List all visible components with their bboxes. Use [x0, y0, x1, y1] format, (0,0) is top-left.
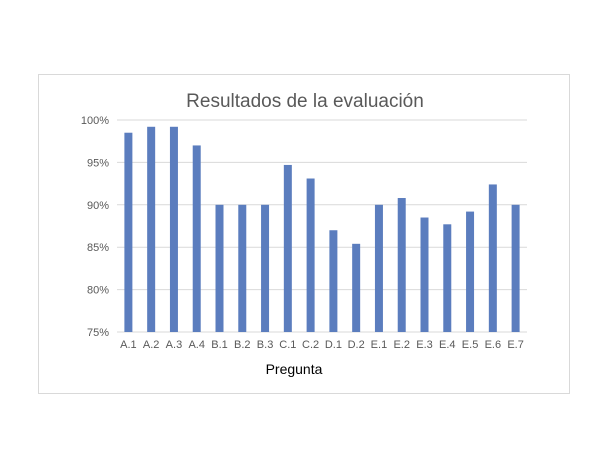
x-tick-label: C.1 — [279, 339, 296, 351]
bar-c-2 — [306, 178, 315, 332]
y-axis-ticks: 75% 80% 85% 90% 95% 100% — [81, 115, 109, 339]
bar-d-1 — [329, 230, 338, 332]
x-tick-label: B.1 — [211, 339, 228, 351]
x-tick-label: E.7 — [507, 339, 524, 351]
chart-title: Resultados de la evaluación — [186, 91, 424, 112]
bar-e-3 — [420, 217, 429, 332]
y-tick-label: 75% — [87, 327, 109, 339]
x-axis-title: Pregunta — [266, 361, 323, 377]
bar-chart: Resultados de la evaluación 75% 80% 85% 90%… — [81, 91, 527, 377]
x-tick-label: D.1 — [325, 339, 342, 351]
y-tick-label: 80% — [87, 285, 109, 297]
x-tick-label: E.4 — [439, 339, 456, 351]
x-tick-label: E.5 — [462, 339, 479, 351]
bar-e-5 — [466, 211, 475, 332]
x-tick-label: C.2 — [302, 339, 319, 351]
x-tick-label: E.3 — [416, 339, 433, 351]
bar-b-2 — [238, 204, 247, 332]
bar-a-4 — [192, 145, 201, 332]
x-tick-label: B.3 — [257, 339, 274, 351]
bar-a-3 — [169, 126, 178, 332]
chart-container: Resultados de la evaluación 75% 80% 85% 90%… — [38, 74, 570, 394]
y-tick-label: 90% — [87, 200, 109, 212]
y-tick-label: 100% — [81, 115, 109, 127]
bar-c-1 — [283, 164, 292, 332]
x-tick-label: E.1 — [371, 339, 388, 351]
bar-b-3 — [261, 204, 270, 332]
bar-a-2 — [147, 126, 156, 332]
bar-b-1 — [215, 204, 224, 332]
x-tick-label: A.4 — [188, 339, 205, 351]
x-tick-label: B.2 — [234, 339, 251, 351]
bar-e-6 — [488, 184, 497, 332]
bar-e-2 — [397, 198, 406, 332]
y-tick-label: 95% — [87, 157, 109, 169]
gridlines — [117, 119, 527, 333]
x-tick-label: D.2 — [348, 339, 365, 351]
bar-e-7 — [511, 204, 520, 332]
bar-e-1 — [374, 204, 383, 332]
x-tick-label: A.2 — [143, 339, 160, 351]
bars — [124, 126, 520, 332]
x-tick-label: A.3 — [166, 339, 183, 351]
x-tick-label: E.6 — [485, 339, 502, 351]
x-axis-ticks: A.1 A.2 A.3 A.4 B.1 B.2 B.3 C.1 C.2 D.1 D.2 E.1 E.2 E… — [120, 339, 524, 351]
x-tick-label: E.2 — [393, 339, 410, 351]
bar-e-4 — [443, 224, 452, 332]
bar-d-2 — [352, 243, 361, 332]
y-tick-label: 85% — [87, 242, 109, 254]
x-tick-label: A.1 — [120, 339, 137, 351]
bar-a-1 — [124, 132, 133, 332]
